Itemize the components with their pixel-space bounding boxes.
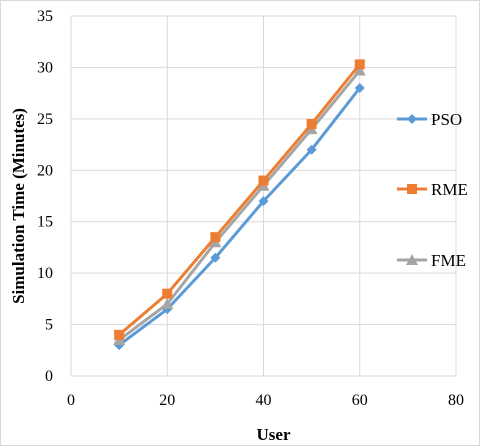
series-rme — [114, 59, 365, 340]
legend-label: FME — [431, 251, 466, 270]
x-tick-label: 80 — [448, 392, 464, 409]
data-point — [354, 59, 365, 70]
data-point — [114, 329, 125, 340]
series-pso — [114, 83, 365, 351]
series-layer — [113, 59, 366, 351]
x-tick-label: 0 — [67, 392, 75, 409]
legend: PSO RME FME — [397, 110, 468, 270]
data-point — [354, 83, 365, 93]
y-tick-label: 0 — [45, 368, 53, 385]
x-tick-label: 20 — [159, 392, 175, 409]
legend-swatch-marker — [406, 254, 418, 265]
y-tick-label: 20 — [37, 162, 53, 179]
data-point — [210, 252, 221, 263]
y-tick-label: 30 — [37, 59, 53, 76]
legend-label: RME — [431, 180, 468, 199]
y-tick-label: 15 — [37, 214, 53, 231]
legend-item-rme: RME — [397, 180, 468, 199]
y-tick-label: 10 — [37, 265, 53, 282]
y-tick-label: 25 — [37, 111, 53, 128]
y-tick-label: 5 — [45, 317, 53, 334]
tick-labels: 0 5 10 15 20 25 30 35 0 20 40 60 80 — [37, 8, 464, 409]
data-point — [306, 119, 317, 129]
legend-swatch-marker — [407, 114, 417, 124]
data-point — [210, 232, 221, 243]
grid — [70, 15, 457, 377]
x-tick-label: 40 — [256, 392, 272, 409]
x-axis-title: User — [257, 425, 291, 444]
legend-item-pso: PSO — [397, 110, 462, 129]
legend-label: PSO — [431, 110, 462, 129]
series-fme — [113, 64, 366, 345]
data-point — [162, 288, 173, 299]
data-point — [258, 196, 269, 207]
data-point — [353, 64, 366, 76]
series-line — [118, 87, 361, 347]
x-tick-label: 60 — [352, 392, 368, 409]
series-line — [118, 63, 361, 336]
legend-item-fme: FME — [397, 251, 466, 270]
legend-swatch-marker — [407, 184, 417, 194]
y-axis-title: Simulation Time (Minutes) — [9, 108, 28, 304]
data-point — [161, 298, 174, 309]
series-line — [118, 69, 361, 342]
y-tick-label: 35 — [37, 8, 53, 25]
data-point — [258, 175, 269, 186]
data-point — [306, 144, 317, 155]
